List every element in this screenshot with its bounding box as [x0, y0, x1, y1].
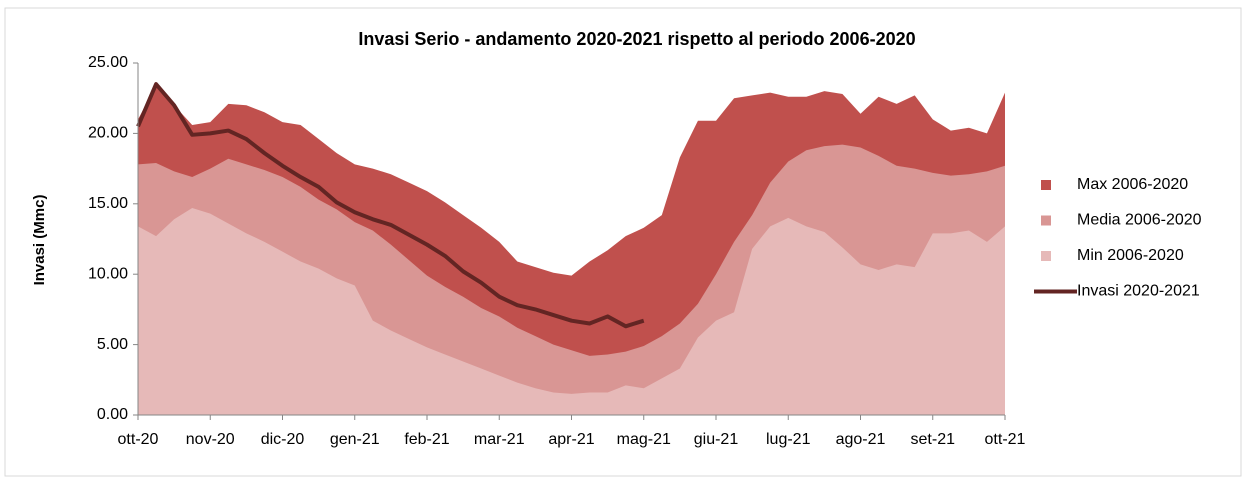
y-tick-label: 10.00 [88, 265, 128, 282]
y-tick-label: 25.00 [88, 54, 128, 71]
x-tick-label: set-21 [911, 431, 956, 448]
legend-swatch [1041, 180, 1051, 190]
legend-label: Max 2006-2020 [1077, 176, 1188, 193]
x-tick-label: feb-21 [404, 431, 449, 448]
y-tick-label: 5.00 [97, 336, 128, 353]
legend-label: Media 2006-2020 [1077, 212, 1202, 229]
y-axis-label: Invasi (Mmc) [31, 195, 48, 286]
x-tick-label: ott-21 [985, 431, 1026, 448]
legend-label: Invasi 2020-2021 [1077, 283, 1200, 300]
line [136, 82, 645, 329]
chart-title: Invasi Serio - andamento 2020-2021 rispe… [358, 29, 915, 49]
x-tick-label: gen-21 [330, 431, 380, 448]
area [138, 208, 1005, 415]
x-tick-label: apr-21 [548, 431, 594, 448]
y-tick-label: 0.00 [97, 406, 128, 423]
x-tick-label: lug-21 [766, 431, 811, 448]
x-tick-label: mag-21 [617, 431, 671, 448]
x-tick-label: giu-21 [694, 431, 739, 448]
legend-swatch [1041, 215, 1051, 226]
x-tick-label: dic-20 [261, 431, 305, 448]
x-tick-label: mar-21 [474, 431, 525, 448]
legend-label: Min 2006-2020 [1077, 247, 1184, 264]
x-tick-label: ott-20 [118, 431, 159, 448]
y-tick-label: 15.00 [88, 195, 128, 212]
legend-swatch [1041, 251, 1051, 261]
y-tick-label: 20.00 [88, 125, 128, 142]
x-tick-label: nov-20 [186, 431, 235, 448]
x-tick-label: ago-21 [836, 431, 886, 448]
